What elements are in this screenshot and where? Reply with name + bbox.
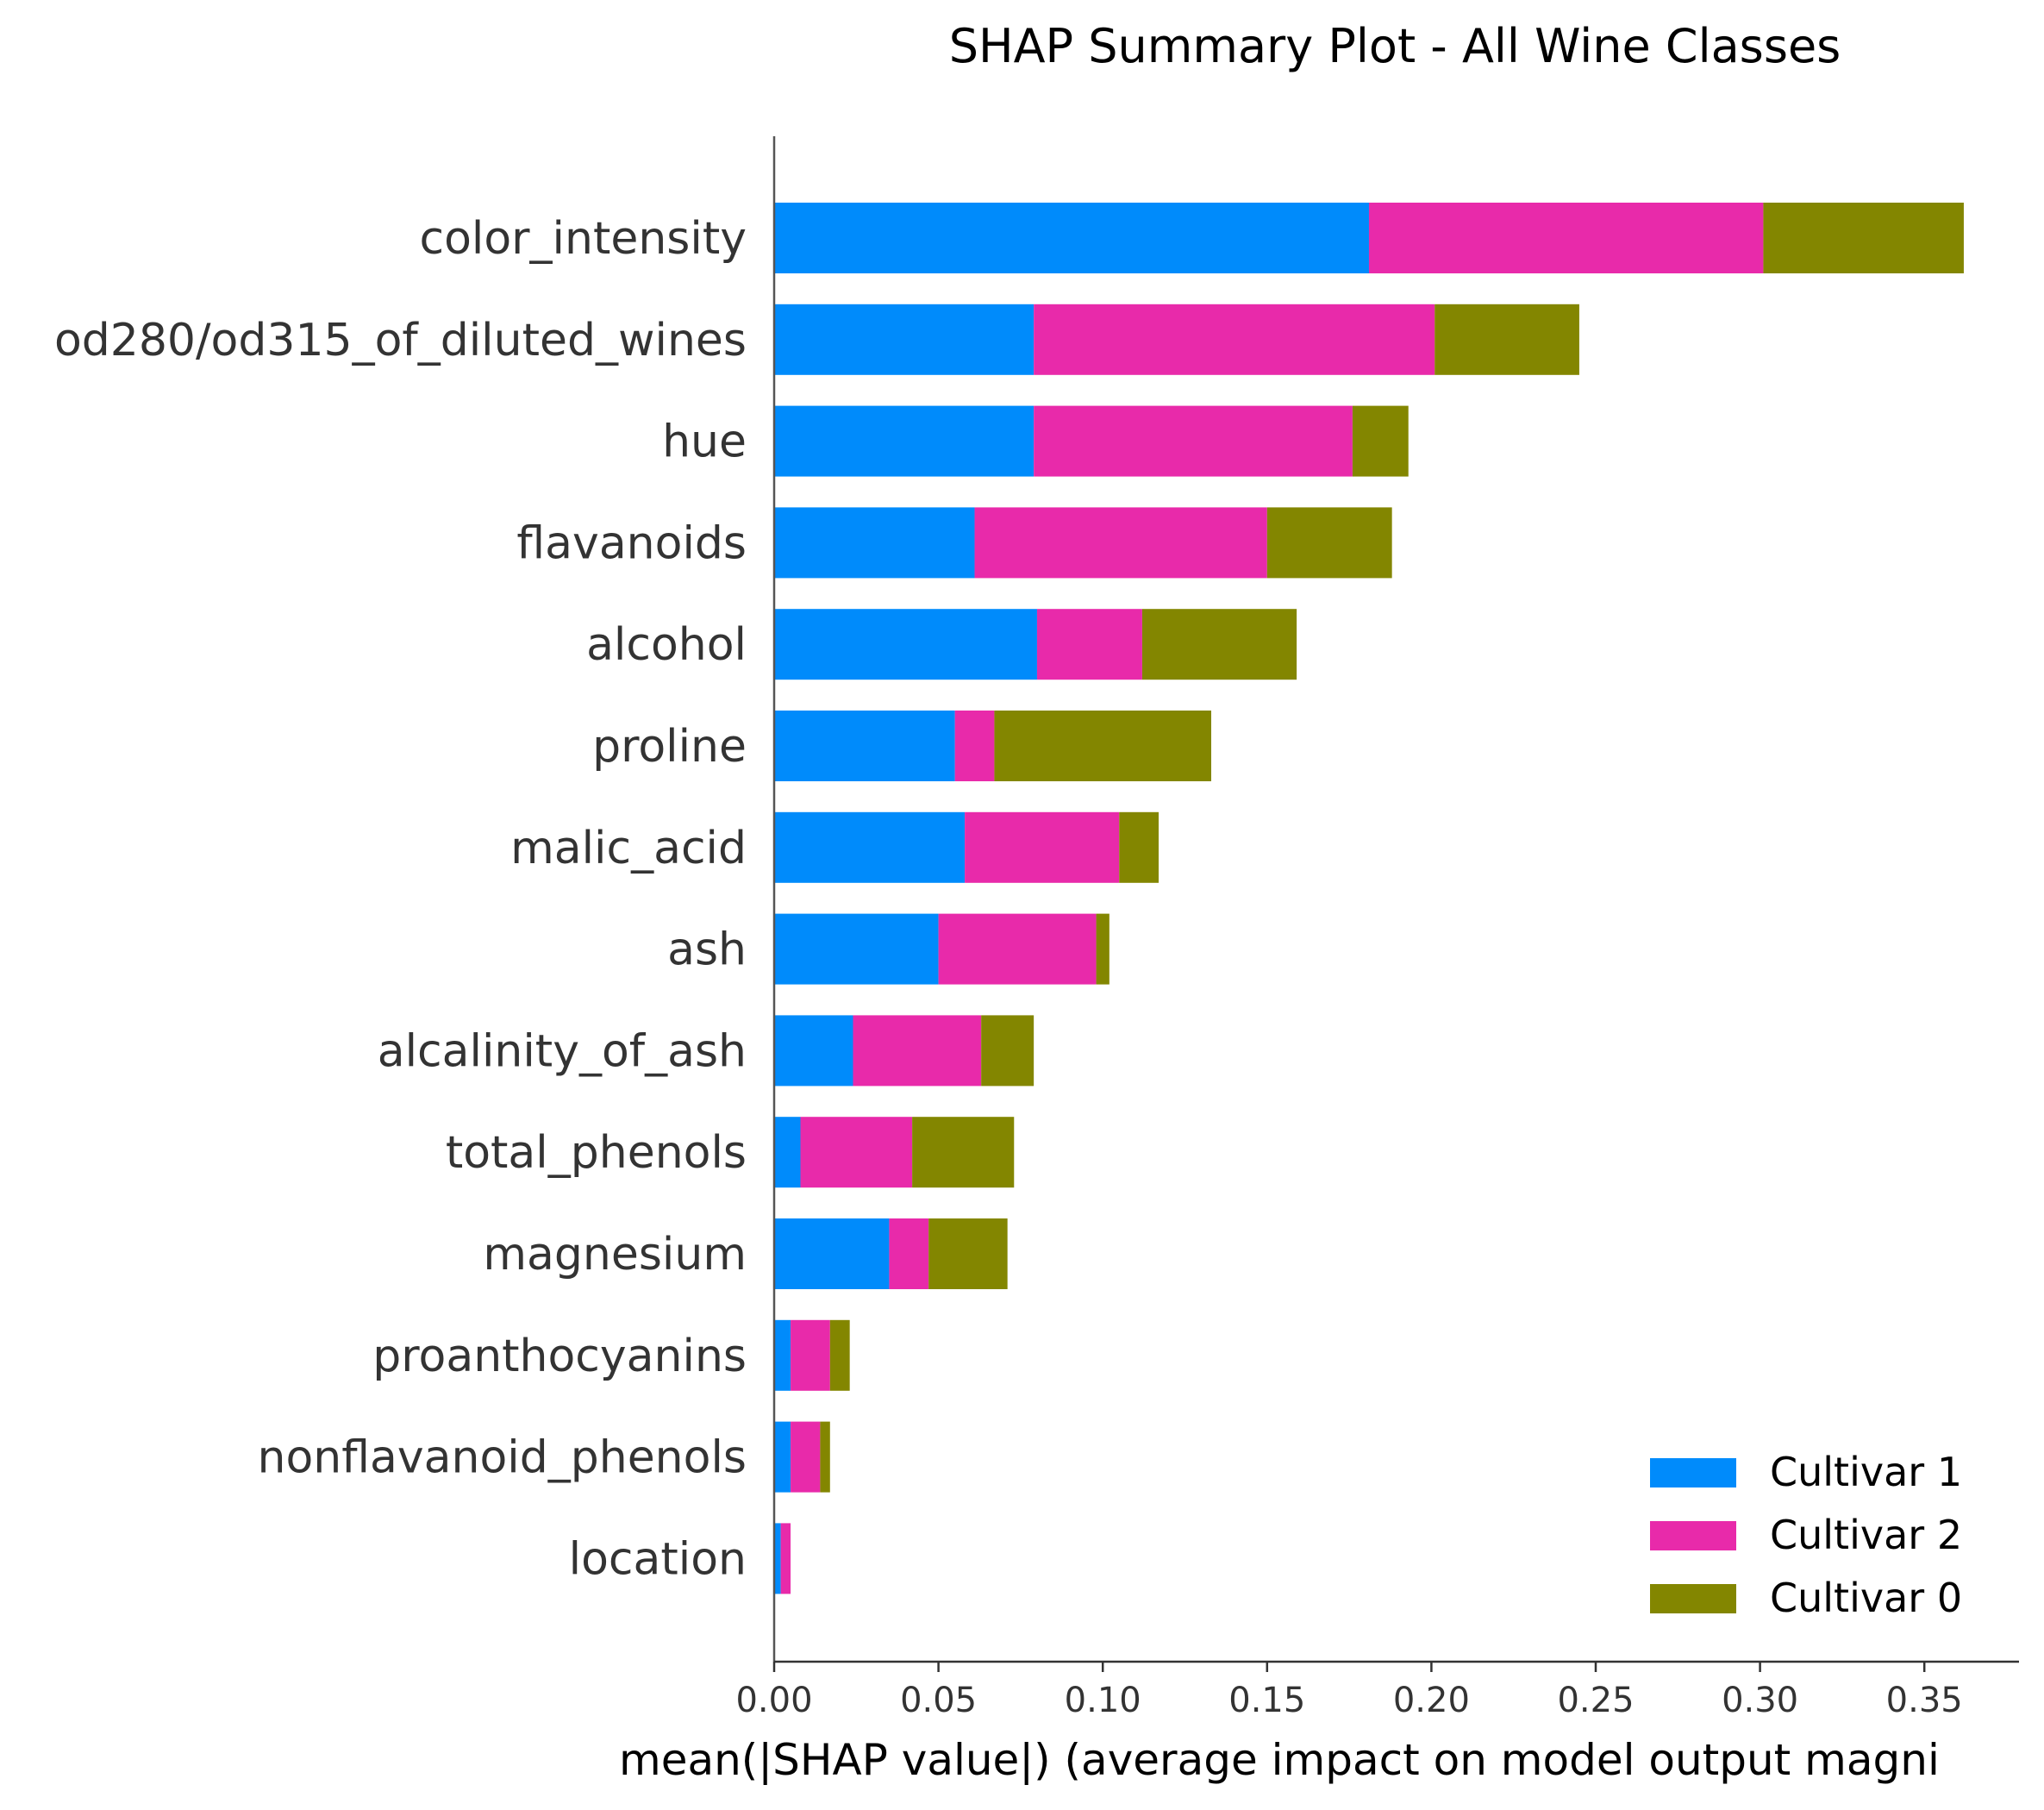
bar-alcohol-series-1 (1036, 609, 1142, 680)
y-tick-label: alcalinity_of_ash (378, 1025, 747, 1077)
legend-label: Cultivar 0 (1770, 1575, 1962, 1621)
y-tick-label: malic_acid (510, 823, 747, 874)
bar-total-phenols-series-2 (912, 1117, 1015, 1188)
bar-malic-acid-series-0 (774, 811, 966, 883)
legend-swatch (1650, 1458, 1736, 1487)
legend-label: Cultivar 2 (1770, 1512, 1962, 1558)
y-tick-label: od280/od315_of_diluted_wines (54, 315, 747, 366)
bar-nonflavanoid-phenols-series-1 (791, 1421, 821, 1493)
x-tick-label: 0.35 (1886, 1681, 1963, 1720)
bar-hue-series-2 (1352, 405, 1409, 477)
y-tick-label: alcohol (586, 619, 747, 671)
bar-flavanoids-series-1 (974, 507, 1267, 579)
bar-od280-od315-of-diluted-wines-series-0 (774, 304, 1035, 375)
bar-location-series-0 (774, 1523, 781, 1594)
bar-malic-acid-series-2 (1119, 811, 1160, 883)
bar-magnesium-series-1 (889, 1218, 929, 1289)
legend-label: Cultivar 1 (1770, 1449, 1962, 1495)
bar-alcohol-series-2 (1141, 609, 1297, 680)
x-tick-label: 0.15 (1228, 1681, 1305, 1720)
bar-magnesium-series-0 (774, 1218, 890, 1289)
bar-color-intensity-series-0 (774, 203, 1369, 273)
x-tick-label: 0.20 (1393, 1681, 1470, 1720)
bar-location-series-1 (780, 1523, 791, 1594)
bar-alcalinity-of-ash-series-2 (981, 1015, 1035, 1087)
y-tick-label: total_phenols (446, 1127, 747, 1179)
x-tick-label: 0.25 (1557, 1681, 1634, 1720)
bar-hue-series-0 (774, 405, 1035, 477)
bar-proanthocyanins-series-2 (829, 1319, 850, 1391)
bar-nonflavanoid-phenols-series-0 (774, 1421, 791, 1493)
y-tick-label: magnesium (483, 1229, 747, 1281)
y-tick-label: flavanoids (516, 517, 747, 569)
bar-ash-series-0 (774, 913, 939, 985)
bar-malic-acid-series-1 (965, 811, 1120, 883)
x-axis-ticks: 0.00 0.05 0.10 0.15 0.20 0.25 0.30 0.35 (735, 1662, 1963, 1720)
y-tick-label: ash (667, 924, 747, 976)
bar-hue-series-1 (1034, 405, 1353, 477)
bar-alcohol-series-0 (774, 609, 1037, 680)
y-tick-label: color_intensity (420, 213, 747, 265)
bar-ash-series-1 (938, 913, 1097, 985)
x-tick-label: 0.10 (1065, 1681, 1141, 1720)
bar-color-intensity-series-2 (1763, 203, 1964, 273)
y-tick-label: location (569, 1533, 747, 1585)
bar-proline-series-2 (994, 711, 1211, 781)
bar-proanthocyanins-series-1 (791, 1319, 830, 1391)
bar-alcalinity-of-ash-series-1 (853, 1015, 982, 1087)
bar-od280-od315-of-diluted-wines-series-2 (1435, 304, 1579, 375)
x-tick-label: 0.05 (900, 1681, 977, 1720)
y-tick-label: proline (592, 721, 747, 773)
legend: Cultivar 1 Cultivar 2 Cultivar 0 (1650, 1449, 1962, 1621)
x-axis-label: mean(|SHAP value|) (average impact on mo… (619, 1735, 1940, 1785)
bar-color-intensity-series-1 (1368, 203, 1764, 273)
y-axis-labels: color_intensity od280/od315_of_diluted_wi… (54, 213, 747, 1585)
legend-swatch (1650, 1521, 1736, 1550)
bars-layer (774, 203, 1964, 1594)
y-tick-label: hue (662, 416, 747, 468)
bar-proline-series-1 (954, 711, 995, 781)
y-tick-label: nonflavanoid_phenols (258, 1432, 747, 1484)
bar-flavanoids-series-2 (1266, 507, 1392, 579)
bar-magnesium-series-2 (928, 1218, 1008, 1289)
bar-flavanoids-series-0 (774, 507, 975, 579)
x-tick-label: 0.00 (735, 1681, 812, 1720)
bar-total-phenols-series-1 (800, 1117, 913, 1188)
bar-alcalinity-of-ash-series-0 (774, 1015, 853, 1087)
y-tick-label: proanthocyanins (372, 1331, 747, 1382)
bar-nonflavanoid-phenols-series-2 (820, 1421, 830, 1493)
bar-od280-od315-of-diluted-wines-series-1 (1034, 304, 1435, 375)
bar-proanthocyanins-series-0 (774, 1319, 791, 1391)
legend-swatch (1650, 1584, 1736, 1613)
bar-ash-series-2 (1096, 913, 1110, 985)
bar-total-phenols-series-0 (774, 1117, 801, 1188)
bar-proline-series-0 (774, 711, 955, 781)
chart-title: SHAP Summary Plot - All Wine Classes (949, 19, 1841, 73)
x-tick-label: 0.30 (1722, 1681, 1798, 1720)
